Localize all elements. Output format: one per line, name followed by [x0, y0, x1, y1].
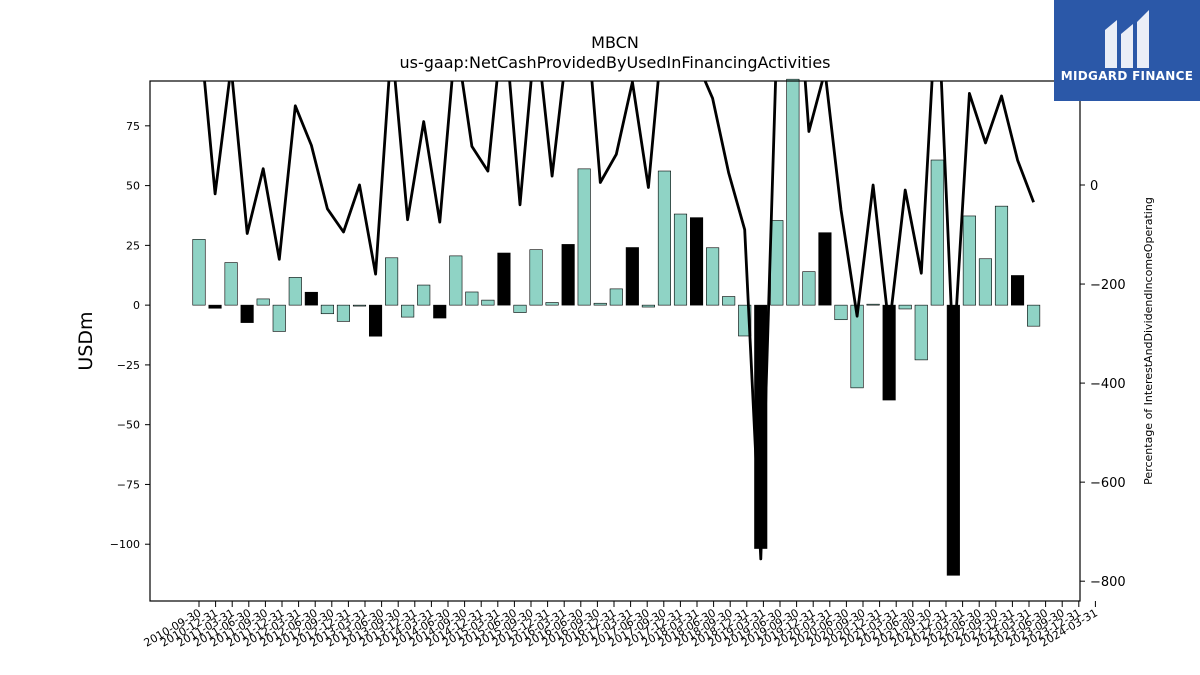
bar-26 — [609, 288, 623, 306]
bar-37 — [786, 78, 800, 306]
bar-6 — [288, 277, 302, 306]
y-tick-label: 25 — [126, 239, 140, 252]
y-tick-label: −50 — [117, 419, 140, 432]
bar-48 — [962, 215, 976, 306]
bar-50 — [994, 205, 1009, 306]
bar-11 — [368, 304, 383, 337]
bar-5 — [272, 304, 286, 332]
chart-subtitle: us-gaap:NetCashProvidedByUsedInFinancing… — [399, 53, 830, 72]
bar-30 — [673, 213, 688, 306]
bar-3 — [240, 304, 254, 323]
y-tick-label: −75 — [117, 478, 140, 491]
bar-28 — [641, 304, 655, 308]
y2-axis-label: Percentage of InterestAndDividendIncomeO… — [1142, 197, 1155, 485]
right-axis: −800−600−400−2000200 — [1080, 80, 1126, 590]
logo-text: MIDGARD FINANCE — [1060, 69, 1194, 83]
x-axis: 2010-09-302010-12-312011-03-312011-06-30… — [142, 601, 1100, 650]
y-tick-label: 0 — [133, 299, 140, 312]
bar-43 — [882, 304, 896, 401]
bar-33 — [722, 296, 736, 306]
bar-36 — [770, 220, 784, 306]
bar-20 — [513, 304, 527, 313]
plot-frame — [149, 80, 1081, 602]
ratio-line — [203, 81, 1035, 561]
logo: MIDGARD FINANCE — [1054, 0, 1200, 101]
bar-2 — [224, 262, 238, 306]
y2-tick-label: −200 — [1090, 278, 1126, 293]
bar-38 — [802, 271, 816, 306]
bar-14 — [417, 284, 431, 306]
y-tick-label: −25 — [117, 359, 140, 372]
bar-45 — [914, 304, 928, 361]
bar-25 — [593, 302, 607, 306]
y2-tick-label: −800 — [1090, 575, 1126, 590]
bar-42 — [866, 303, 880, 306]
bar-15 — [433, 304, 447, 319]
bar-46 — [930, 159, 944, 306]
midgard-logo-icon — [1105, 10, 1149, 68]
chart-title: MBCN — [591, 33, 639, 52]
bar-29 — [657, 170, 672, 306]
bar-52 — [1027, 304, 1041, 327]
left-axis: −100 −75 −50 −25 0 25 50 75 — [110, 120, 150, 551]
bar-21 — [529, 249, 543, 306]
bar-31 — [689, 217, 704, 306]
bar-18 — [481, 299, 495, 306]
bar-1 — [208, 304, 222, 309]
bar-51 — [1010, 275, 1025, 306]
y2-tick-label: −600 — [1090, 476, 1126, 491]
bar-32 — [706, 247, 720, 306]
y2-tick-label: 0 — [1090, 179, 1098, 194]
bar-8 — [320, 304, 334, 315]
bar-40 — [834, 304, 848, 321]
bar-13 — [401, 304, 415, 318]
bar-27 — [625, 247, 639, 306]
bar-0 — [192, 239, 206, 306]
y-axis-label: USDm — [75, 311, 97, 370]
bar-44 — [898, 304, 912, 310]
bar-17 — [465, 291, 479, 306]
bar-16 — [449, 255, 463, 306]
bar-9 — [336, 304, 351, 322]
bar-10 — [352, 304, 367, 307]
bar-23 — [561, 244, 575, 306]
bar-19 — [497, 252, 511, 306]
bar-4 — [256, 298, 270, 306]
line-layer — [203, 81, 1035, 561]
y-tick-label: −100 — [110, 538, 140, 551]
y2-tick-label: −400 — [1090, 377, 1126, 392]
bar-12 — [385, 257, 399, 306]
bar-49 — [978, 258, 993, 306]
bar-7 — [304, 291, 318, 306]
bar-24 — [577, 168, 591, 306]
bar-47 — [946, 304, 960, 576]
bar-39 — [818, 232, 832, 306]
y-tick-label: 50 — [126, 180, 140, 193]
y-tick-label: 75 — [126, 120, 140, 133]
bar-22 — [545, 302, 559, 306]
